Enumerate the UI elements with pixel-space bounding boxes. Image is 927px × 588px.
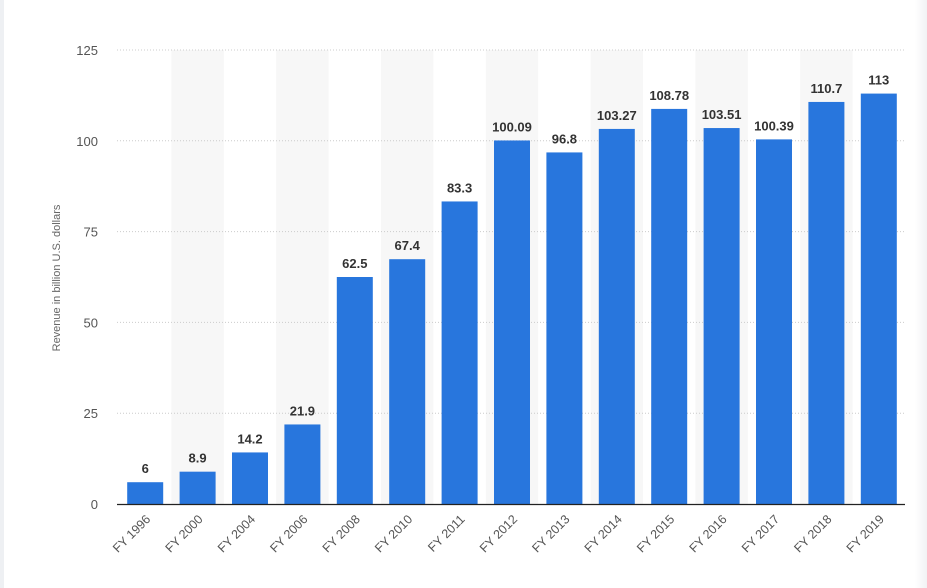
y-tick-label: 75: [84, 225, 98, 240]
right-edge-shadow: [915, 0, 927, 588]
value-label: 6: [142, 461, 149, 476]
left-border: [0, 0, 4, 588]
value-label: 8.9: [189, 451, 207, 466]
y-tick-label: 0: [91, 497, 98, 512]
bar-fy-2004: [232, 452, 268, 504]
bar-fy-2019: [860, 93, 897, 505]
y-tick-label: 125: [76, 43, 98, 58]
value-label: 100.39: [754, 118, 794, 133]
x-tick-label: FY 2008: [320, 512, 363, 555]
value-label: 100.09: [492, 119, 532, 134]
value-label: 113: [868, 73, 889, 88]
x-tick-label: FY 2010: [372, 512, 415, 555]
x-tick-label: FY 2011: [425, 512, 468, 555]
x-tick-label: FY 2018: [791, 512, 834, 555]
value-label: 21.9: [290, 403, 315, 418]
value-label: 67.4: [395, 238, 421, 253]
bar-fy-2012: [494, 140, 530, 504]
bar-fy-2013: [546, 152, 583, 504]
x-tick-label: FY 2000: [163, 512, 206, 555]
bar-fy-2006: [284, 424, 321, 504]
x-tick-label: FY 1996: [110, 512, 153, 555]
value-label: 96.8: [552, 131, 577, 146]
x-tick-label: FY 2015: [634, 512, 677, 555]
x-tick-label: FY 2019: [844, 512, 887, 555]
x-tick-label: FY 2006: [267, 512, 310, 555]
x-tick-label: FY 2016: [687, 512, 730, 555]
bar-fy-2011: [441, 201, 478, 504]
bar-fy-2008: [336, 277, 373, 504]
x-tick-label: FY 2017: [739, 512, 782, 555]
x-tick-label: FY 2012: [477, 512, 520, 555]
column-band: [171, 50, 224, 504]
bar-fy-2018: [808, 101, 845, 505]
bar-fy-2000: [179, 471, 216, 504]
bar-fy-2014: [598, 128, 635, 505]
x-tick-label: FY 2004: [215, 512, 258, 555]
bar-fy-1996: [127, 482, 164, 504]
value-label: 103.27: [597, 108, 637, 123]
y-tick-label: 100: [76, 134, 98, 149]
x-tick-label: FY 2014: [582, 512, 625, 555]
x-tick-label: FY 2013: [529, 512, 572, 555]
bar-fy-2010: [389, 259, 426, 504]
y-tick-label: 50: [84, 315, 98, 330]
y-tick-label: 25: [84, 406, 98, 421]
bar-fy-2016: [703, 128, 740, 504]
value-label: 110.7: [810, 81, 842, 96]
value-label: 83.3: [447, 180, 472, 195]
bar-fy-2015: [651, 108, 688, 504]
bar-fy-2017: [756, 139, 792, 504]
value-label: 103.51: [702, 107, 742, 122]
y-axis-title: Revenue in billion U.S. dollars: [51, 204, 63, 351]
value-label: 108.78: [649, 88, 689, 103]
value-label: 14.2: [237, 431, 262, 446]
value-label: 62.5: [342, 256, 367, 271]
